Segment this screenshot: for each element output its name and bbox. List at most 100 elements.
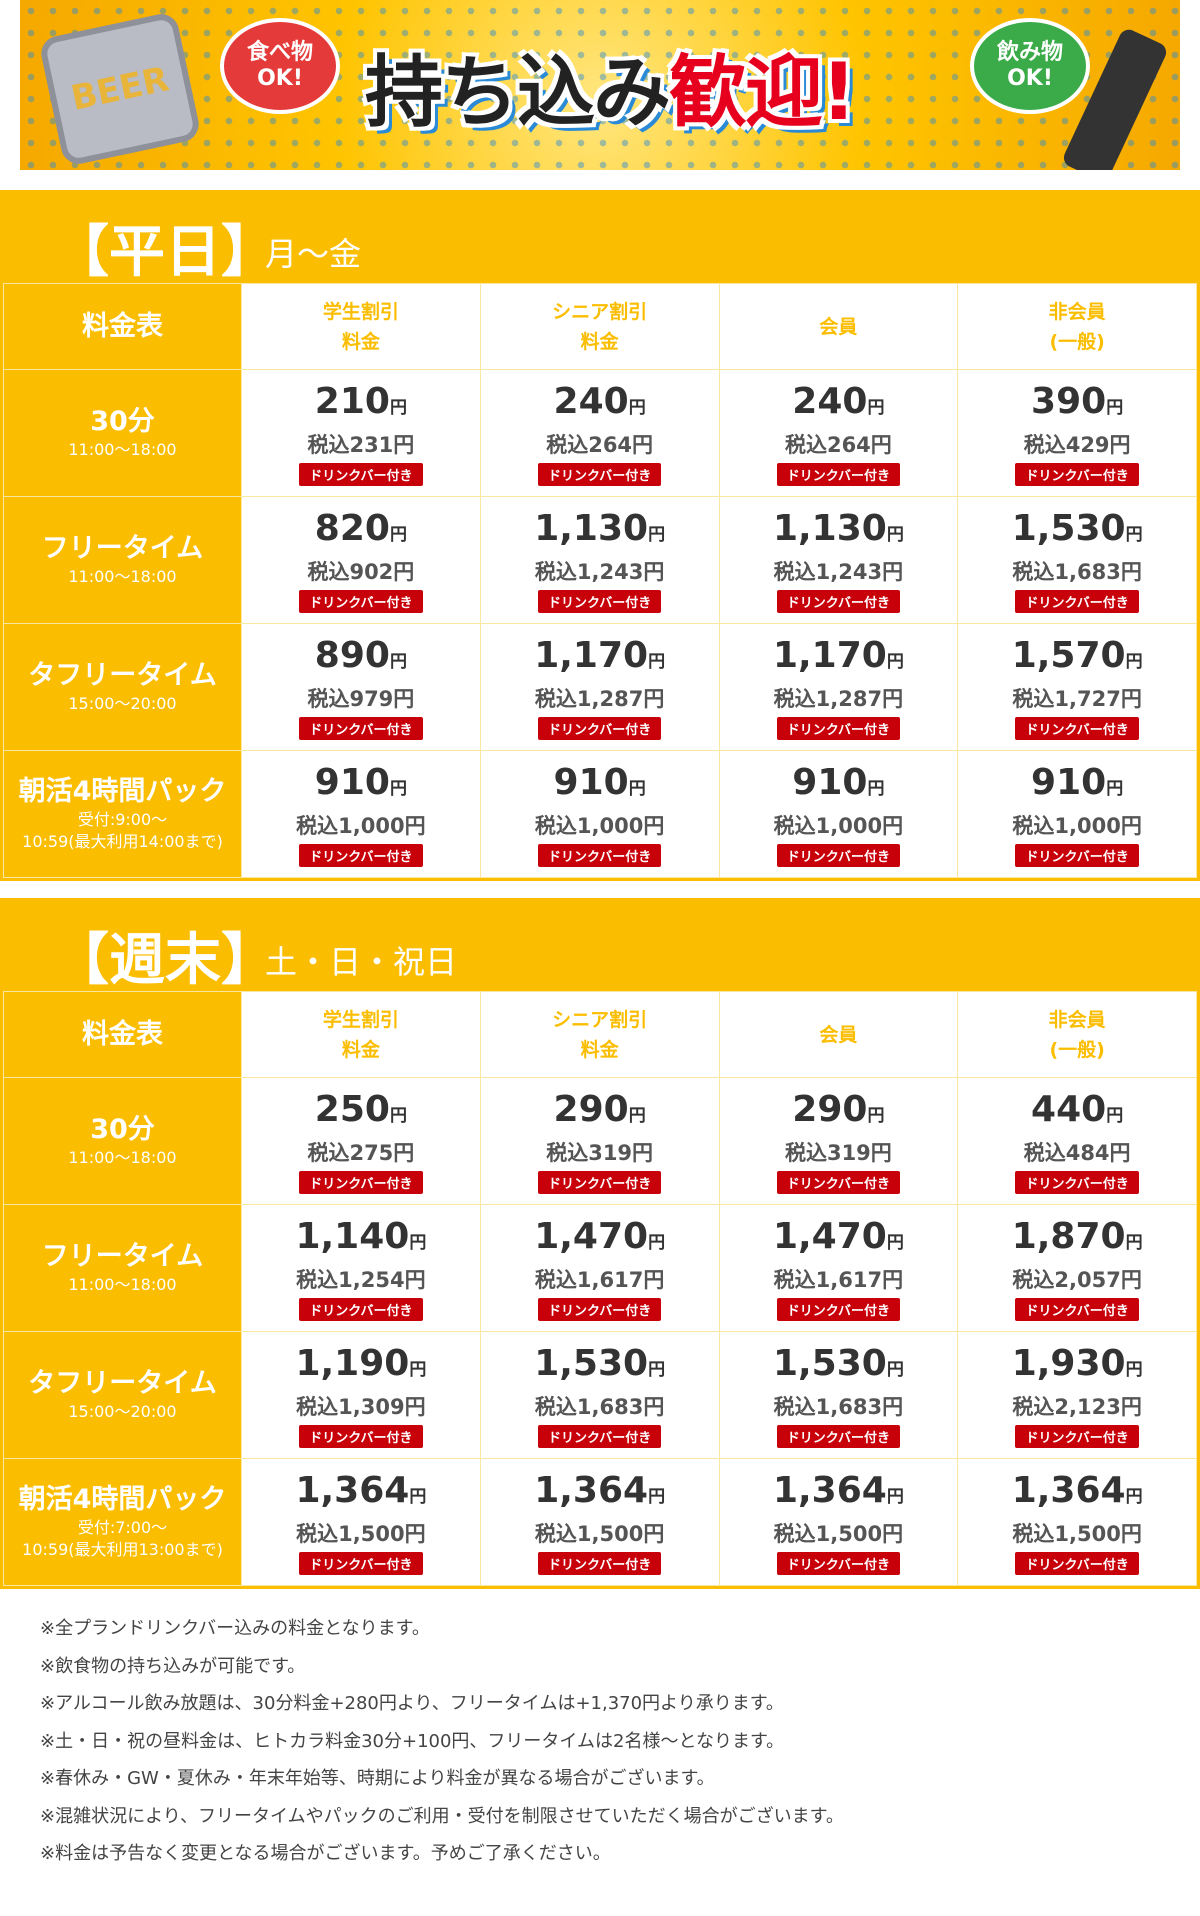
column-header: シニア割引 料金 [479,283,720,370]
drink-ok-bubble: 飲み物 OK! [970,18,1090,114]
price: 820円 [242,508,480,556]
plan-time: 11:00〜18:00 [68,1148,177,1167]
note-item: ※料金は予告なく変更となる場合がございます。予めご了承ください。 [40,1843,611,1864]
plan-name: 30分 [90,406,155,437]
drink-bar-badge: ドリンクバー付き [776,462,901,486]
drink-bar-badge: ドリンクバー付き [537,1551,662,1575]
yen-unit: 円 [648,1232,666,1253]
price-cell: 1,570円 税込1,727円 ドリンクバー付き [957,623,1197,751]
drink-bar-badge: ドリンクバー付き [537,843,662,867]
drink-bar-badge: ドリンクバー付き [776,843,901,867]
tax-included-price: 税込1,000円 [534,813,665,838]
price: 250円 [242,1089,480,1137]
yen-unit: 円 [1125,524,1143,545]
price: 910円 [481,762,719,810]
drink-bar-badge: ドリンクバー付き [776,1297,901,1321]
tax-included-price: 税込1,617円 [773,1267,904,1292]
tax-included-price: 税込2,057円 [1012,1267,1142,1292]
table-row: フリータイム 11:00〜18:00 1,140円 税込1,254円 ドリンクバ… [3,1204,1197,1332]
price: 1,130円 [481,508,719,556]
plan-time: 15:00〜20:00 [68,694,177,713]
drink-bar-badge: ドリンクバー付き [776,589,901,613]
price-value: 1,170 [772,634,887,676]
price-value: 290 [553,1088,629,1130]
price: 240円 [481,381,719,429]
yen-unit: 円 [648,651,666,672]
plan-name: 朝活4時間パック [18,776,227,807]
price-value: 1,530 [534,1342,649,1384]
drink-bar-badge: ドリンクバー付き [776,1170,901,1194]
price-value: 1,530 [1011,507,1126,549]
price: 1,530円 [958,508,1196,556]
price-cell: 440円 税込484円 ドリンクバー付き [957,1077,1197,1205]
drink-bar-badge: ドリンクバー付き [1015,1297,1139,1321]
price: 890円 [242,635,480,683]
tax-included-price: 税込319円 [784,1140,892,1165]
table-label-text: 料金表 [82,310,163,342]
table-label: 料金表 [3,283,242,370]
price-value: 390 [1031,380,1107,422]
price-value: 910 [1031,761,1107,803]
price-value: 290 [792,1088,868,1130]
tax-included-price: 税込1,254円 [296,1267,426,1292]
table-label: 料金表 [3,991,242,1078]
price: 1,930円 [958,1343,1196,1391]
yen-unit: 円 [389,1105,407,1126]
banner-title-red: 歓迎! [669,48,857,138]
price: 1,530円 [720,1343,958,1391]
price-value: 1,170 [534,634,649,676]
yen-unit: 円 [1125,1232,1143,1253]
price-cell: 890円 税込979円 ドリンクバー付き [241,623,481,751]
drink-bar-badge: ドリンクバー付き [1015,589,1139,613]
drink-bar-badge: ドリンクバー付き [537,1170,662,1194]
price-value: 1,130 [772,507,887,549]
plan-time: 受付:9:00〜 10:59(最大利用14:00まで) [22,810,223,851]
drink-bar-badge: ドリンクバー付き [299,589,423,613]
section-header: 【平日】 月〜金 [3,193,1197,285]
column-header: 学生割引 料金 [241,991,481,1078]
price-cell: 1,470円 税込1,617円 ドリンクバー付き [479,1204,720,1332]
price-value: 1,364 [1011,1469,1126,1511]
price-value: 1,570 [1011,634,1126,676]
section-days: 土・日・祝日 [265,943,458,981]
tax-included-price: 税込429円 [1023,432,1131,457]
drink-bar-badge: ドリンクバー付き [1015,462,1139,486]
price-cell: 1,130円 税込1,243円 ドリンクバー付き [479,496,720,624]
price-cell: 1,364円 税込1,500円 ドリンクバー付き [718,1458,959,1586]
yen-unit: 円 [648,1359,666,1380]
price: 1,364円 [720,1470,958,1518]
price-value: 1,364 [534,1469,649,1511]
price-value: 440 [1031,1088,1107,1130]
price: 240円 [720,381,958,429]
notes-list: ※全プランドリンクバー込みの料金となります。 ※飲食物の持ち込みが可能です。 ※アル… [40,1614,844,1877]
price-cell: 1,470円 税込1,617円 ドリンクバー付き [718,1204,959,1332]
drink-bar-badge: ドリンクバー付き [776,1551,901,1575]
plan-cell: タフリータイム 15:00〜20:00 [3,623,242,751]
yen-unit: 円 [389,397,407,418]
price-cell: 210円 税込231円 ドリンクバー付き [241,369,481,497]
plan-name: 朝活4時間パック [18,1484,227,1515]
plan-cell: 30分 11:00〜18:00 [3,1077,242,1205]
tax-included-price: 税込1,287円 [773,686,904,711]
table-label-text: 料金表 [82,1018,163,1050]
tax-included-price: 税込1,500円 [534,1521,665,1546]
yen-unit: 円 [1106,397,1124,418]
table-row: 30分 11:00〜18:00 210円 税込231円 ドリンクバー付き 240… [3,369,1197,497]
tax-included-price: 税込1,243円 [773,559,904,584]
yen-unit: 円 [1106,1105,1124,1126]
drink-bar-badge: ドリンクバー付き [299,1551,423,1575]
price: 1,140円 [242,1216,480,1264]
drink-bar-badge: ドリンクバー付き [537,1297,662,1321]
tax-included-price: 税込1,683円 [773,1394,904,1419]
table-row: 30分 11:00〜18:00 250円 税込275円 ドリンクバー付き 290… [3,1077,1197,1205]
price: 1,170円 [720,635,958,683]
yen-unit: 円 [1106,778,1124,799]
tax-included-price: 税込1,309円 [296,1394,426,1419]
price-value: 1,364 [295,1469,410,1511]
price: 440円 [958,1089,1196,1137]
price-section-weekend: 【週末】 土・日・祝日 料金表 学生割引 料金 シニア割引 料金 会員 非会員 (一般)… [0,898,1200,1589]
drink-bar-badge: ドリンクバー付き [537,462,662,486]
price: 910円 [958,762,1196,810]
price-cell: 1,364円 税込1,500円 ドリンクバー付き [241,1458,481,1586]
price-value: 210 [314,380,390,422]
